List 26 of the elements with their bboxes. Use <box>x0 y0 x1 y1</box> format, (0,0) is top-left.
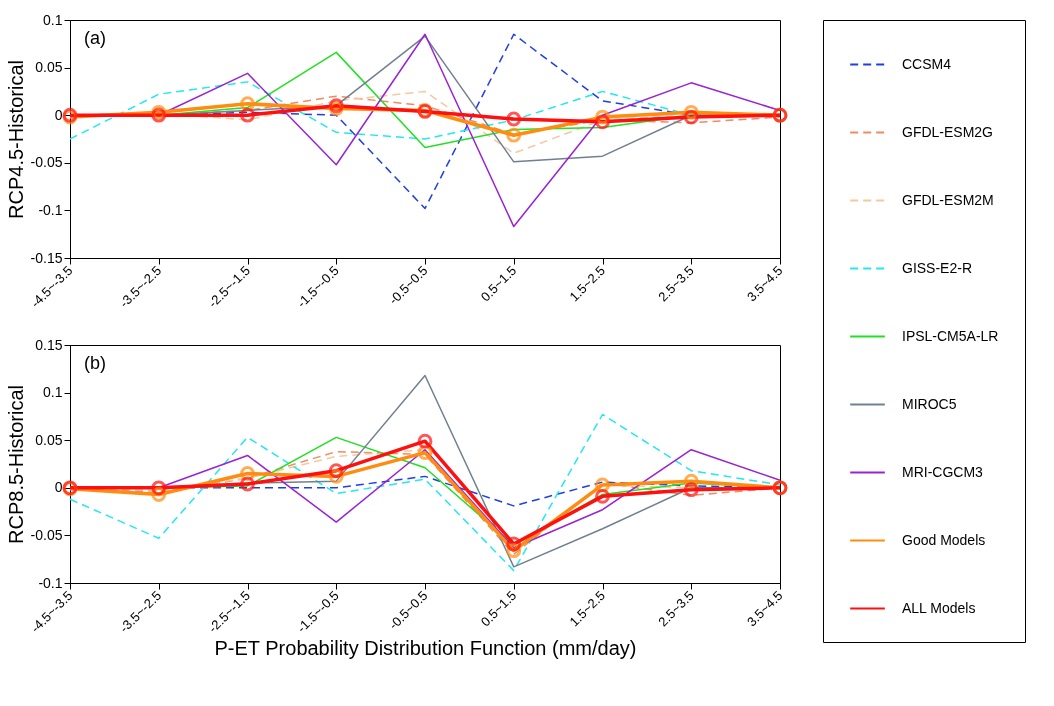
y-tick-label: -0.1 <box>38 201 63 218</box>
legend-label: GFDL-ESM2M <box>902 191 994 208</box>
y-tick-label: -0.05 <box>30 526 63 543</box>
x-axis-title: P-ET Probability Distribution Function (mm/day) <box>214 637 637 660</box>
legend-label: MRI-CGCM3 <box>902 463 984 480</box>
annotation: (b) <box>84 353 106 373</box>
y-tick-label: 0.15 <box>35 336 63 353</box>
y-axis-title: RCP8.5-Historical <box>4 385 27 544</box>
legend-label: CCSM4 <box>902 55 952 72</box>
legend-label: MIROC5 <box>902 395 957 412</box>
y-tick-label: 0.05 <box>35 431 63 448</box>
legend-label: Good Models <box>902 531 986 548</box>
annotation: (a) <box>84 28 106 48</box>
y-tick-label: 0.1 <box>43 384 63 401</box>
y-tick-label: -0.15 <box>30 249 63 266</box>
y-tick-label: 0 <box>54 479 63 496</box>
y-axis-title: RCP4.5-Historical <box>4 60 27 219</box>
legend-label: GFDL-ESM2G <box>902 123 994 140</box>
legend-label: ALL Models <box>902 599 976 616</box>
y-tick-label: 0 <box>54 106 63 123</box>
y-tick-label: -0.1 <box>38 574 63 591</box>
y-tick-label: -0.05 <box>30 154 63 171</box>
y-tick-label: 0.05 <box>35 59 63 76</box>
legend-label: GISS-E2-R <box>902 259 973 276</box>
legend-label: IPSL-CM5A-LR <box>902 327 999 344</box>
y-tick-label: 0.1 <box>43 11 63 28</box>
